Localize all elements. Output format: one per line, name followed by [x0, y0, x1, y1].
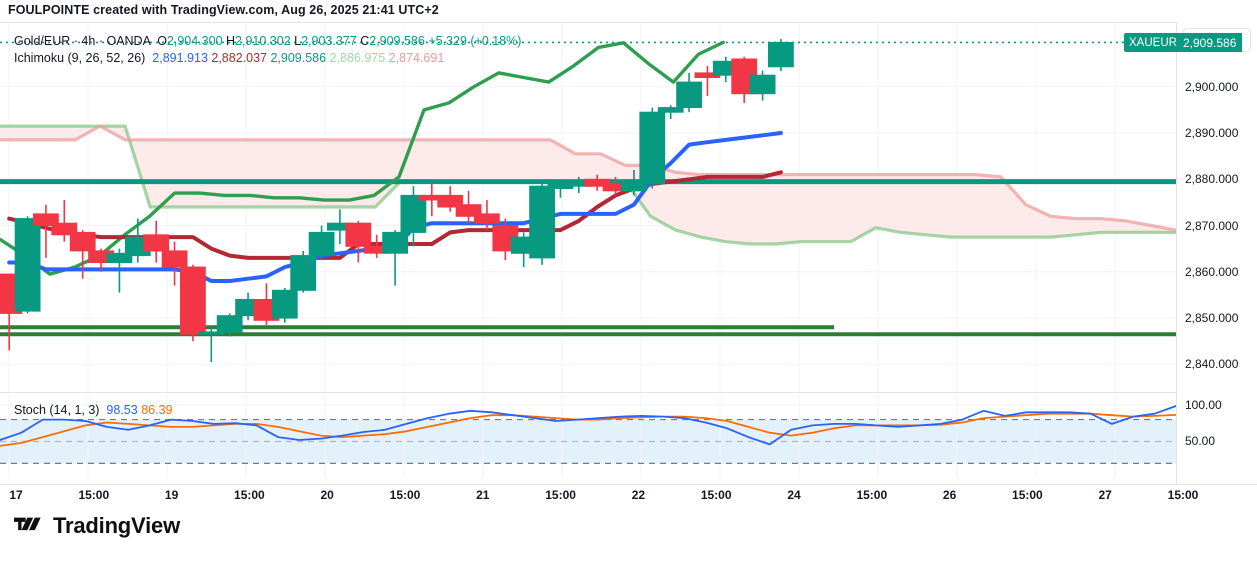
- price-plot: [0, 22, 1176, 392]
- price-axis-tick: 2,840.000: [1185, 357, 1239, 372]
- time-axis[interactable]: 17 15:00 19 15:00 20 15:00 21 15:00 22 15:00 24 15:…: [0, 484, 1257, 507]
- chart-frame: [0, 22, 1257, 484]
- price-axis-tick: 2,860.000: [1185, 264, 1239, 279]
- tradingview-logo: TradingView: [14, 513, 180, 539]
- symbol-badge: XAUEUR: [1124, 33, 1182, 53]
- time-axis-tick: 27: [1098, 488, 1112, 502]
- time-axis-tick: 15:00: [545, 488, 576, 502]
- time-axis-tick: 26: [942, 488, 957, 502]
- time-axis-tick: 21: [476, 488, 490, 502]
- stochastic-axis-tick: 50.00: [1185, 434, 1216, 449]
- attribution-text: FOULPOINTE created with TradingView.com,…: [8, 3, 439, 17]
- time-axis-tick: 24: [787, 488, 801, 502]
- header-divider: [0, 22, 1257, 23]
- time-axis-tick: 15:00: [856, 488, 888, 502]
- price-axis-tick: 2,890.000: [1185, 126, 1239, 140]
- tradingview-mark-icon: [14, 517, 41, 531]
- price-axis-tick: 2,870.000: [1185, 218, 1239, 233]
- price-axis-tick: 2,850.000: [1185, 311, 1239, 325]
- pane-divider[interactable]: [0, 392, 1176, 393]
- stochastic-plot: [0, 394, 1176, 478]
- time-axis-tick: 15:00: [1012, 488, 1043, 502]
- time-axis-tick: 15:00: [1167, 488, 1199, 502]
- time-axis-tick: 15:00: [700, 488, 732, 502]
- time-axis-tick: 22: [631, 488, 646, 502]
- price-axis-tick: 2,900.000: [1185, 79, 1239, 94]
- last-price-badge: 2,909.586: [1177, 33, 1243, 53]
- time-axis-tick: 15:00: [234, 488, 265, 502]
- time-axis-tick: 17: [9, 488, 23, 502]
- price-axis-tick: 2,880.000: [1185, 172, 1239, 187]
- tradingview-wordmark: TradingView: [53, 513, 180, 538]
- stochastic-axis-tick: 100.00: [1185, 397, 1222, 412]
- price-pane[interactable]: [0, 22, 1176, 392]
- price-axis[interactable]: EUR 2,900.0002,890.0002,880.0002,870.000…: [1176, 22, 1257, 484]
- time-axis-tick: 19: [164, 488, 179, 502]
- stochastic-pane[interactable]: [0, 394, 1176, 478]
- time-axis-tick: 20: [320, 488, 334, 502]
- time-axis-tick: 15:00: [78, 488, 110, 502]
- time-axis-tick: 15:00: [389, 488, 421, 502]
